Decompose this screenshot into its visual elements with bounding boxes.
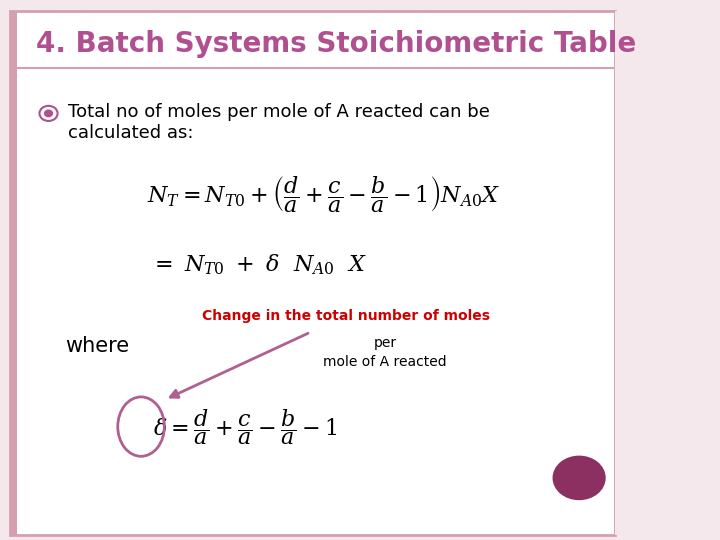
- Text: per
mole of A reacted: per mole of A reacted: [323, 336, 447, 369]
- Text: 4. Batch Systems Stoichiometric Table: 4. Batch Systems Stoichiometric Table: [35, 30, 636, 58]
- Bar: [9, 11, 17, 535]
- Text: where: where: [65, 335, 129, 356]
- Bar: [615, 11, 647, 535]
- Text: Change in the total number of moles: Change in the total number of moles: [202, 309, 490, 323]
- Text: $\delta = \dfrac{d}{a}+\dfrac{c}{a}-\dfrac{b}{a}-1$: $\delta = \dfrac{d}{a}+\dfrac{c}{a}-\dfr…: [153, 407, 338, 447]
- FancyBboxPatch shape: [9, 11, 615, 535]
- Text: Total no of moles per mole of A reacted can be: Total no of moles per mole of A reacted …: [68, 103, 490, 120]
- Text: $= \ N_{T0} \ + \ \delta \ \ N_{A0} \ \ X$: $= \ N_{T0} \ + \ \delta \ \ N_{A0} \ \ …: [150, 252, 367, 277]
- Text: $N_T = N_{T0} + \left(\dfrac{d}{a}+\dfrac{c}{a}-\dfrac{b}{a}-1\right)N_{A0}X$: $N_T = N_{T0} + \left(\dfrac{d}{a}+\dfra…: [147, 174, 500, 214]
- Text: calculated as:: calculated as:: [68, 124, 194, 142]
- Circle shape: [553, 456, 605, 500]
- Circle shape: [45, 110, 53, 117]
